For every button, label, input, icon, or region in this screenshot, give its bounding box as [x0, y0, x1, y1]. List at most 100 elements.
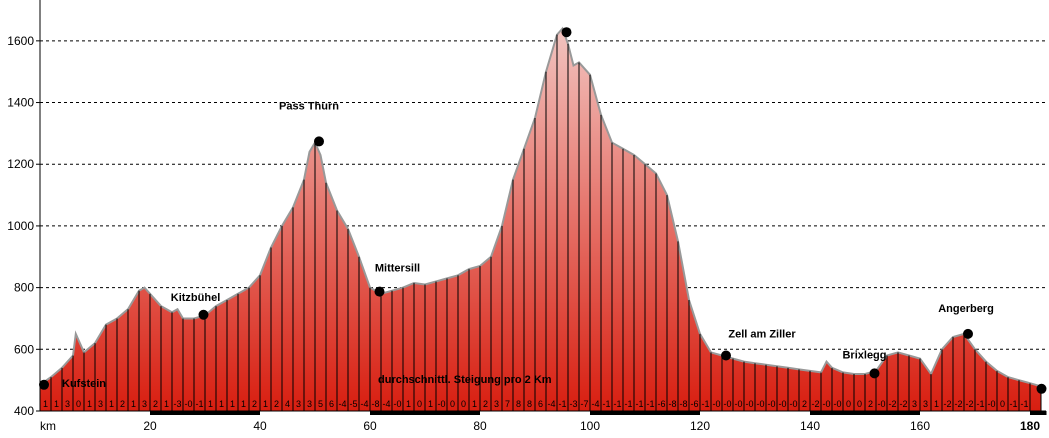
grade-value: 0	[76, 399, 81, 409]
place-label: Mittersill	[375, 263, 420, 275]
grade-value: -0	[712, 399, 720, 409]
grade-value: 3	[296, 399, 301, 409]
x-tick-label: 160	[910, 419, 930, 433]
grade-value: 3	[65, 399, 70, 409]
grade-value: -4	[382, 399, 390, 409]
grade-value: -1	[624, 399, 632, 409]
grade-value: -3	[173, 399, 181, 409]
grade-value: -8	[679, 399, 687, 409]
x-tick-label: 60	[363, 419, 377, 433]
grade-value: 2	[153, 399, 158, 409]
x-tick-label: 80	[473, 419, 487, 433]
grade-value: 3	[494, 399, 499, 409]
grade-value: 0	[450, 399, 455, 409]
grade-value: 2	[868, 399, 873, 409]
grade-value: -8	[371, 399, 379, 409]
grade-value: -2	[899, 399, 907, 409]
grade-value: -0	[778, 399, 786, 409]
elevation-fill	[40, 28, 1041, 411]
grade-value: -1	[976, 399, 984, 409]
grade-value: 1	[43, 399, 48, 409]
grade-value: 7	[505, 399, 510, 409]
grade-value: -1	[635, 399, 643, 409]
grade-value: 1	[263, 399, 268, 409]
grade-bars: 1 1 3 0 1 3 1 2 1 3 2 1 -3 -0 -1 1 1 1 1 2 1 2 4 3 3 5 6 -4 -5 -4 -8 -4…	[43, 34, 1042, 411]
grade-value: -3	[569, 399, 577, 409]
x-tick-label: 20	[143, 419, 157, 433]
grade-note: durchschnittl. Steigung pro 2 Km	[378, 374, 552, 386]
grade-value: -1	[1009, 399, 1017, 409]
grade-value: 1	[109, 399, 114, 409]
grade-value: 0	[857, 399, 862, 409]
grade-value: -0	[393, 399, 401, 409]
grade-value: -4	[338, 399, 346, 409]
grade-value: -1	[701, 399, 709, 409]
place-marker	[721, 350, 731, 361]
grade-value: 6	[329, 399, 334, 409]
place-label: Pass Thurn	[279, 100, 339, 112]
grade-value: -0	[184, 399, 192, 409]
km-band-segment	[810, 411, 920, 415]
grade-value: 1	[428, 399, 433, 409]
grade-value: 3	[912, 399, 917, 409]
grade-value: 1	[54, 399, 59, 409]
grade-value: 3	[142, 399, 147, 409]
grade-value: 1	[164, 399, 169, 409]
place-label: Zell am Ziller	[728, 328, 796, 340]
place-label: Brixlegg	[842, 349, 886, 361]
place-label: Kufstein	[62, 378, 106, 390]
grade-value: -0	[437, 399, 445, 409]
grade-value: 1	[406, 399, 411, 409]
km-band-segment	[590, 411, 700, 415]
grade-value: 0	[461, 399, 466, 409]
grade-value: 3	[307, 399, 312, 409]
place-marker	[1036, 383, 1047, 394]
grade-value: 1	[131, 399, 136, 409]
grade-value: 0	[417, 399, 422, 409]
grade-value: 0	[1000, 399, 1005, 409]
grade-value: 3	[98, 399, 103, 409]
grade-value: 1	[241, 399, 246, 409]
grade-value: 2	[483, 399, 488, 409]
grade-value: 2	[252, 399, 257, 409]
elevation-area	[39, 26, 1042, 411]
grade-value: 5	[318, 399, 323, 409]
x-tick-label: 180	[1020, 419, 1040, 433]
grade-value: -0	[756, 399, 764, 409]
grade-value: -0	[767, 399, 775, 409]
grade-value: -1	[602, 399, 610, 409]
y-tick-label: 1400	[7, 96, 34, 110]
y-tick-label: 400	[14, 404, 34, 418]
grade-value: -4	[360, 399, 368, 409]
km-band-segment	[150, 411, 260, 415]
grade-value: 1	[472, 399, 477, 409]
grade-value: 3	[923, 399, 928, 409]
grade-value: 2	[802, 399, 807, 409]
place-label: Kitzbühel	[171, 292, 221, 304]
grade-value: -0	[877, 399, 885, 409]
km-band-segment	[1030, 411, 1047, 415]
grade-value: -2	[965, 399, 973, 409]
x-tick-label: 40	[253, 419, 267, 433]
grade-value: -1	[1020, 399, 1028, 409]
grade-value: 0	[846, 399, 851, 409]
grade-value: -2	[811, 399, 819, 409]
place-marker	[314, 136, 324, 147]
y-tick-label: 1600	[7, 34, 34, 48]
grade-value: 2	[120, 399, 125, 409]
grade-value: -0	[833, 399, 841, 409]
x-tick-label: 140	[800, 419, 820, 433]
y-tick-label: 800	[14, 281, 34, 295]
grade-value: -1	[646, 399, 654, 409]
grade-value: -0	[734, 399, 742, 409]
grade-value: -0	[745, 399, 753, 409]
grade-value: -4	[547, 399, 555, 409]
elevation-outline	[39, 26, 1042, 388]
x-tick-label: 120	[690, 419, 710, 433]
grade-value: -1	[613, 399, 621, 409]
x-tick-label: km	[40, 419, 56, 433]
grade-value: -0	[723, 399, 731, 409]
grade-value: -0	[822, 399, 830, 409]
grade-value: 1	[934, 399, 939, 409]
